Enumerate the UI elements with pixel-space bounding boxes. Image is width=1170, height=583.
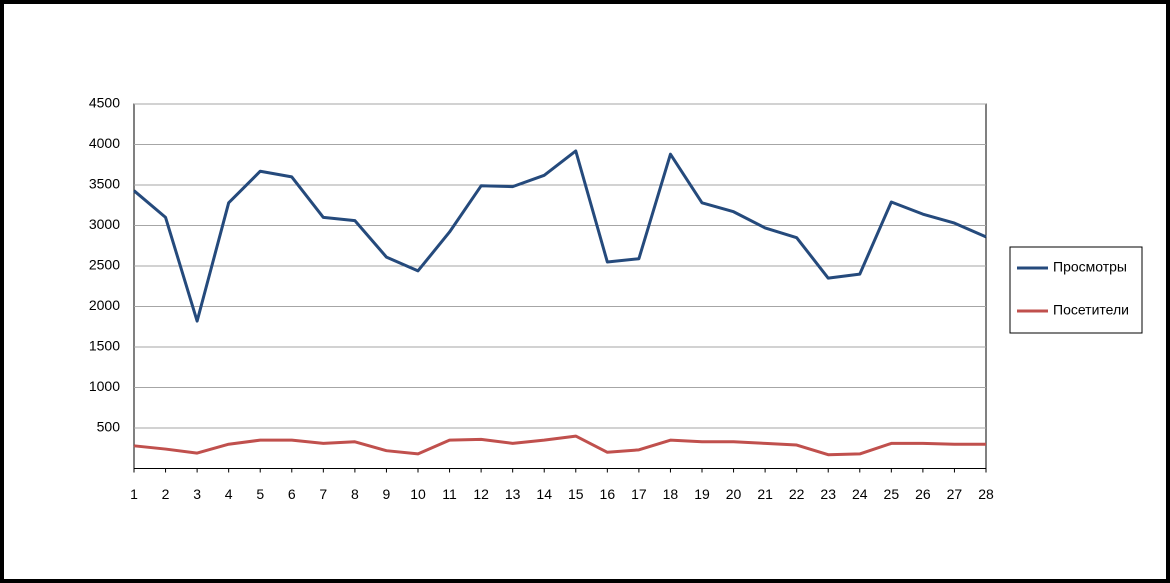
legend-label: Просмотры (1053, 259, 1127, 275)
x-tick-label: 1 (130, 486, 138, 502)
x-tick-label: 14 (536, 486, 552, 502)
y-tick-label: 500 (97, 419, 121, 435)
x-tick-label: 2 (162, 486, 170, 502)
series-line (133, 149, 987, 323)
x-tick-label: 21 (757, 486, 773, 502)
x-tick-label: 13 (505, 486, 521, 502)
legend (1009, 246, 1143, 334)
y-tick-label: 2500 (89, 257, 120, 273)
x-tick-label: 5 (256, 486, 264, 502)
x-tick-label: 20 (726, 486, 742, 502)
y-tick-label: 2000 (89, 297, 120, 313)
x-tick-label: 26 (915, 486, 931, 502)
x-tick-label: 10 (410, 486, 426, 502)
x-tick-label: 19 (694, 486, 710, 502)
y-tick-label: 1500 (89, 338, 120, 354)
legend-label: Посетители (1053, 302, 1129, 318)
y-tick-label: 3000 (89, 216, 120, 232)
x-tick-label: 4 (225, 486, 233, 502)
x-tick-label: 27 (947, 486, 963, 502)
series-line (133, 434, 986, 457)
x-tick-label: 25 (884, 486, 900, 502)
x-tick-label: 9 (383, 486, 391, 502)
x-tick-label: 11 (442, 486, 457, 502)
y-tick-label: 3500 (89, 176, 120, 192)
y-tick-label: 4500 (89, 95, 120, 111)
y-tick-label: 1000 (89, 378, 120, 394)
x-tick-label: 22 (789, 486, 805, 502)
x-tick-label: 8 (351, 486, 359, 502)
y-tick-label: 4000 (89, 135, 120, 151)
x-tick-label: 23 (820, 486, 836, 502)
x-tick-label: 18 (663, 486, 679, 502)
x-tick-label: 7 (319, 486, 327, 502)
x-tick-label: 12 (473, 486, 489, 502)
x-tick-label: 24 (852, 486, 868, 502)
x-tick-label: 28 (978, 486, 994, 502)
x-tick-label: 15 (568, 486, 584, 502)
x-tick-label: 16 (600, 486, 616, 502)
x-tick-label: 6 (288, 486, 296, 502)
x-tick-label: 3 (193, 486, 201, 502)
x-tick-label: 17 (631, 486, 647, 502)
